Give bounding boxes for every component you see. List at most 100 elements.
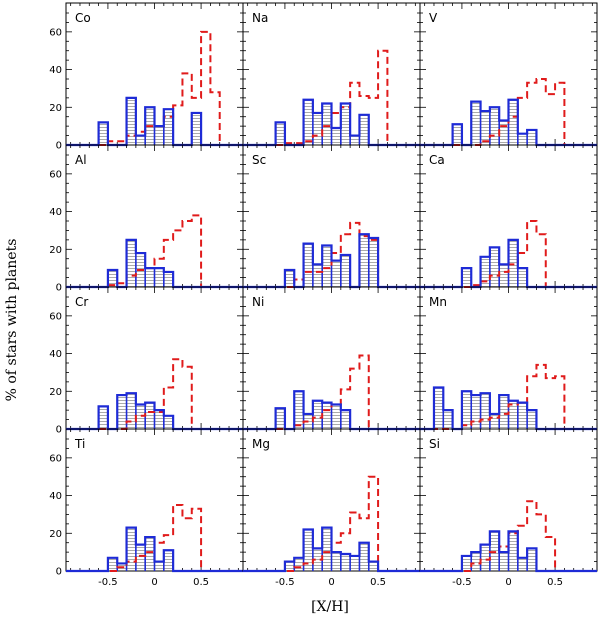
bar xyxy=(368,561,379,571)
panel-label: Co xyxy=(75,11,91,25)
solid-series-line xyxy=(66,526,243,573)
bar xyxy=(480,256,490,287)
bar xyxy=(98,406,108,429)
bar xyxy=(433,387,444,429)
y-tick-label: 40 xyxy=(49,65,62,76)
bar xyxy=(303,243,313,287)
panel-ti: 0 20 40 60 -0.5 0 0.5 Ti xyxy=(49,428,244,588)
panel-label: Mn xyxy=(429,295,447,309)
bar xyxy=(471,395,481,429)
bar xyxy=(145,268,155,287)
y-tick-label: 60 xyxy=(49,169,62,180)
y-tick-label: 0 xyxy=(56,283,62,294)
bar xyxy=(331,404,341,429)
bar xyxy=(499,264,509,287)
x-tick-label: -0.5 xyxy=(275,577,295,588)
solid-series-line xyxy=(243,233,420,289)
bar xyxy=(471,101,481,145)
panel-v: V xyxy=(419,2,598,147)
panel-label: Sc xyxy=(252,153,266,167)
x-tick-label: 0.5 xyxy=(547,577,563,588)
bar xyxy=(107,557,118,571)
bar xyxy=(331,260,341,287)
bar xyxy=(98,122,108,145)
y-tick-label: 20 xyxy=(49,529,62,540)
bar xyxy=(489,413,500,429)
y-tick-label: 40 xyxy=(49,349,62,360)
bar xyxy=(135,544,146,571)
bar xyxy=(461,268,472,287)
panel-label: Ti xyxy=(74,437,85,451)
x-axis-title: [X/H] xyxy=(311,599,349,615)
bar xyxy=(489,247,500,287)
bar xyxy=(322,103,332,145)
panel-mn: Mn xyxy=(419,286,598,431)
y-tick-label: 0 xyxy=(56,425,62,436)
bar xyxy=(499,552,509,571)
panel-ni: Ni xyxy=(242,286,421,431)
panel-label: Al xyxy=(75,153,87,167)
bar xyxy=(517,402,528,429)
bar xyxy=(480,544,490,571)
bar xyxy=(154,268,164,287)
bar xyxy=(312,264,323,287)
bar xyxy=(499,395,509,429)
bar xyxy=(117,395,127,429)
y-tick-label: 20 xyxy=(49,103,62,114)
bar xyxy=(508,400,518,429)
dashed-series-line xyxy=(66,214,243,288)
solid-series-line xyxy=(243,526,420,573)
panel-si: -0.5 0 0.5 Si xyxy=(419,428,598,588)
panel-na: Na xyxy=(242,2,421,147)
bar xyxy=(294,557,304,571)
bar xyxy=(461,391,472,429)
bar xyxy=(312,112,323,145)
panel-label: Ca xyxy=(429,153,445,167)
panel-label: Mg xyxy=(252,437,270,451)
bar xyxy=(340,254,351,287)
bar xyxy=(359,234,369,287)
bar xyxy=(359,542,369,571)
bar xyxy=(145,402,155,429)
bar xyxy=(527,548,537,571)
panel-ca: Ca xyxy=(419,144,598,289)
bar xyxy=(135,404,146,429)
bar xyxy=(126,239,136,287)
x-tick-label: 0 xyxy=(505,577,511,588)
y-tick-label: 0 xyxy=(56,141,62,152)
bar xyxy=(275,408,285,429)
y-tick-label: 0 xyxy=(56,567,62,578)
bar xyxy=(452,124,462,145)
bar xyxy=(517,268,528,287)
panel-label: Cr xyxy=(75,295,88,309)
panel-sc: Sc xyxy=(242,144,421,289)
bar xyxy=(135,135,146,145)
solid-series-line xyxy=(420,530,597,573)
bar xyxy=(107,270,118,287)
dashed-series-line xyxy=(243,49,420,146)
bar xyxy=(145,537,155,571)
bar xyxy=(359,114,369,145)
panel-mg: -0.5 0 0.5 Mg xyxy=(242,428,421,588)
y-tick-label: 20 xyxy=(49,387,62,398)
bar xyxy=(284,561,295,571)
y-tick-label: 60 xyxy=(49,27,62,38)
bar xyxy=(480,111,490,145)
bar xyxy=(294,391,304,429)
bar xyxy=(191,112,202,145)
bar xyxy=(331,552,341,571)
panel-label: Si xyxy=(429,437,440,451)
panel-co: 0 20 40 60 Co xyxy=(49,2,244,152)
bar xyxy=(154,126,164,145)
bar xyxy=(331,128,341,145)
panel-label: Ni xyxy=(252,295,264,309)
bar xyxy=(443,410,453,429)
bar xyxy=(126,527,136,571)
bar xyxy=(527,129,537,145)
bar xyxy=(322,402,332,429)
bar xyxy=(340,554,351,571)
bar xyxy=(340,103,351,145)
bar xyxy=(461,555,472,571)
bar xyxy=(508,531,518,571)
